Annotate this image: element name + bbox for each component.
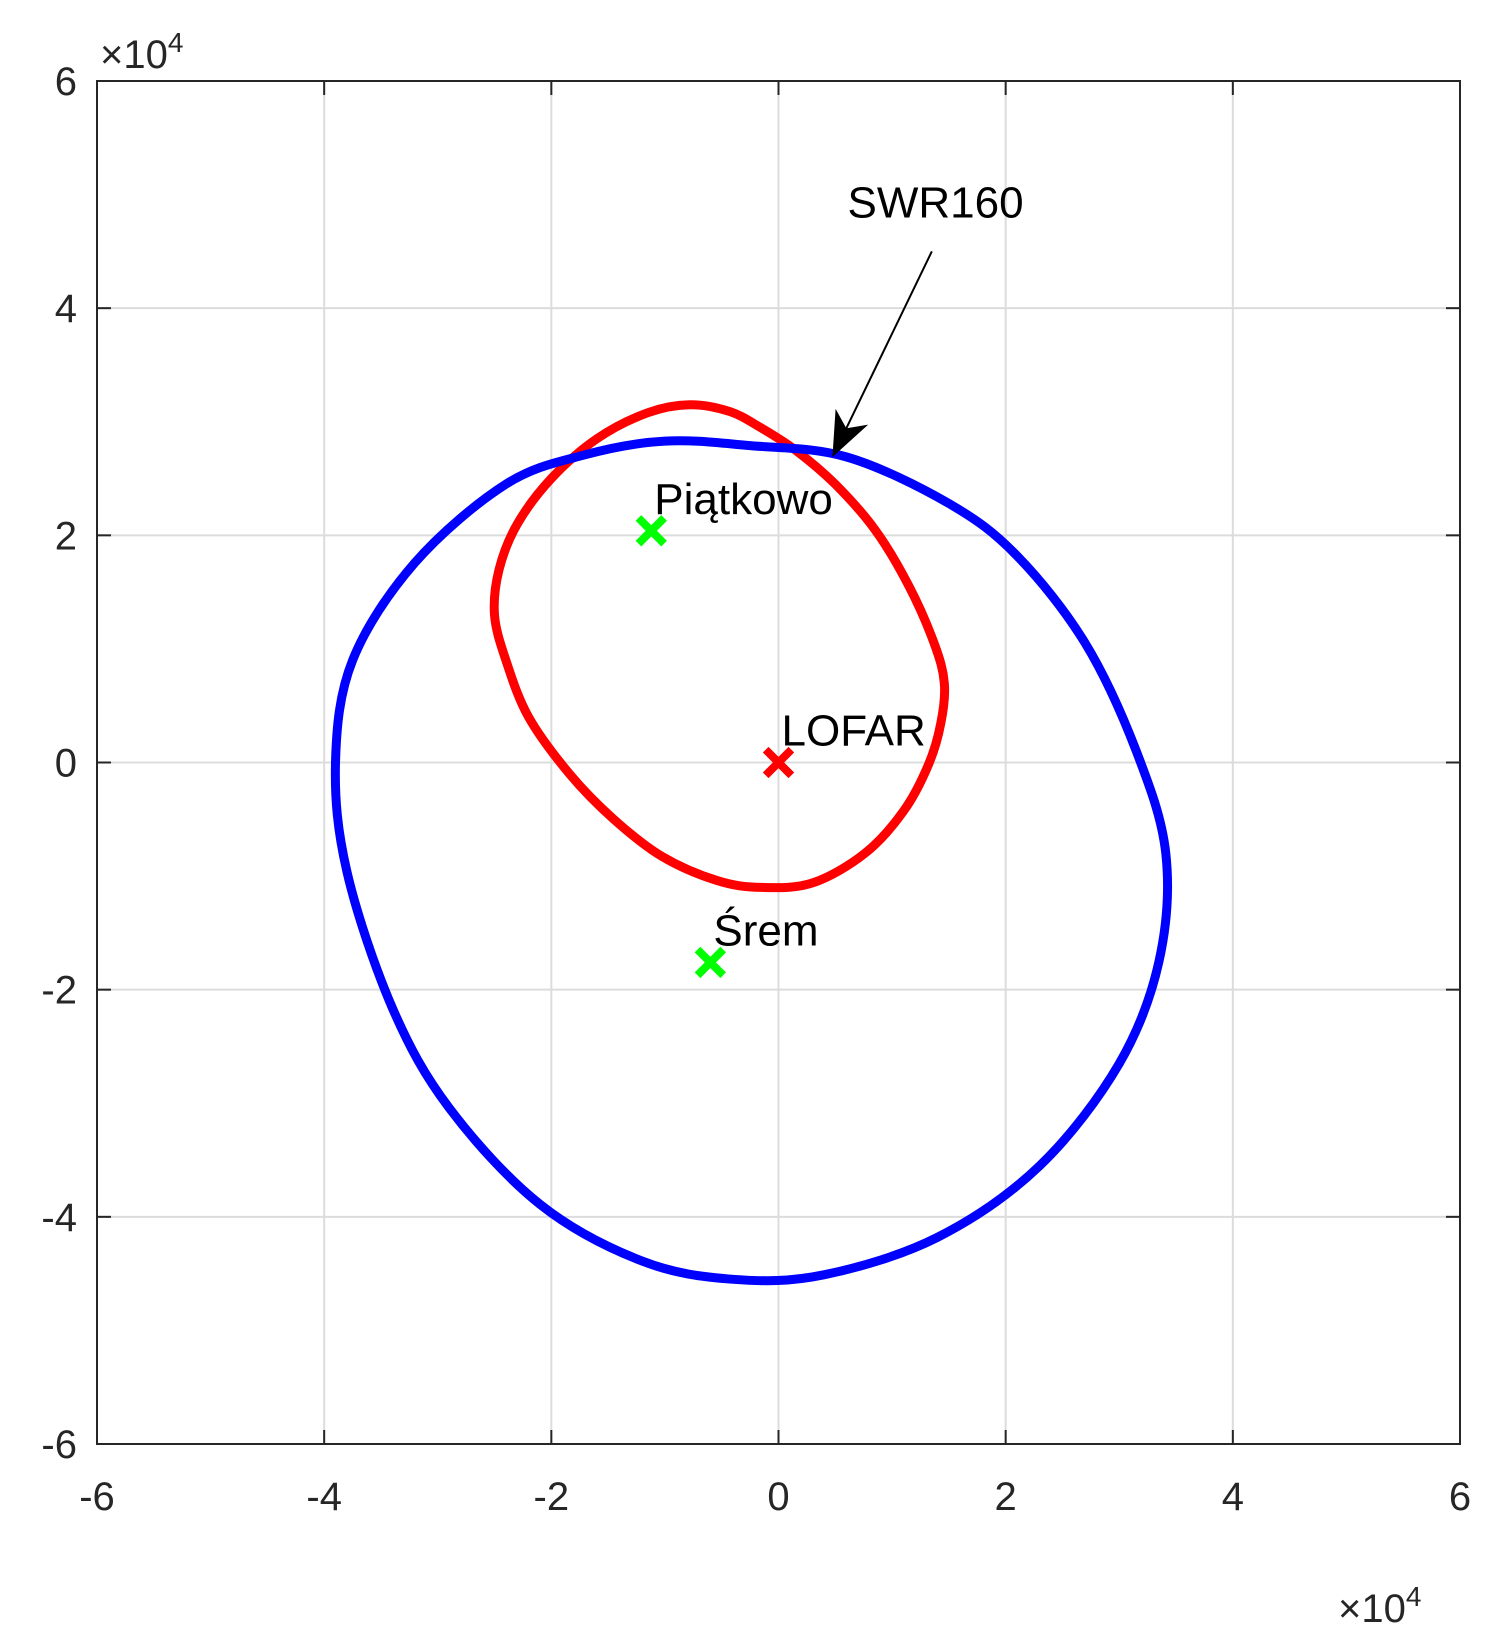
x-tick-label: 2	[995, 1475, 1017, 1519]
series-curve-1	[489, 400, 950, 893]
marker-x-symbol	[635, 515, 667, 547]
x-axis-exponent: ×104	[1338, 1581, 1421, 1631]
annotation-arrow-head	[832, 408, 869, 458]
curves	[330, 400, 1172, 1286]
series-curve-2	[330, 436, 1172, 1286]
ticks: -6 -4 -2 0 2 4 6 -6 -4 -2 0 2 4 6	[41, 60, 1471, 1519]
x-tick-label: 4	[1222, 1475, 1244, 1519]
marker-x-symbol	[762, 746, 795, 779]
y-tick-label: 2	[55, 514, 77, 558]
marker-śrem: Śrem	[694, 904, 818, 979]
x-exponent-base: ×10	[1338, 1587, 1406, 1631]
y-tick-label: 6	[55, 60, 77, 104]
marker-label: Piątkowo	[654, 475, 833, 524]
y-tick-label: -6	[41, 1423, 77, 1467]
y-tick-label: 0	[55, 742, 77, 786]
marker-label: LOFAR	[782, 707, 926, 756]
marker-piątkowo: Piątkowo	[635, 475, 833, 547]
x-tick-label: -4	[306, 1475, 342, 1519]
marker-label: Śrem	[713, 904, 818, 955]
x-tick-label: 6	[1449, 1475, 1471, 1519]
y-axis-exponent: ×104	[100, 27, 183, 77]
x-tick-label: -2	[534, 1475, 570, 1519]
y-tick-label: -4	[41, 1196, 77, 1240]
markers: Piątkowo LOFAR Śrem	[635, 475, 926, 979]
x-tick-label: 0	[767, 1475, 789, 1519]
x-exponent-power: 4	[1406, 1581, 1422, 1612]
marker-x-symbol	[694, 946, 727, 979]
annotation-arrow-line	[832, 250, 933, 457]
annotations: SWR160	[832, 178, 1024, 458]
y-exponent-power: 4	[168, 27, 184, 58]
y-tick-label: 4	[55, 287, 77, 331]
marker-lofar: LOFAR	[762, 707, 926, 779]
y-exponent-base: ×10	[100, 33, 168, 77]
annotation-label: SWR160	[848, 178, 1024, 227]
x-tick-label: -6	[79, 1475, 115, 1519]
y-tick-label: -2	[41, 969, 77, 1013]
